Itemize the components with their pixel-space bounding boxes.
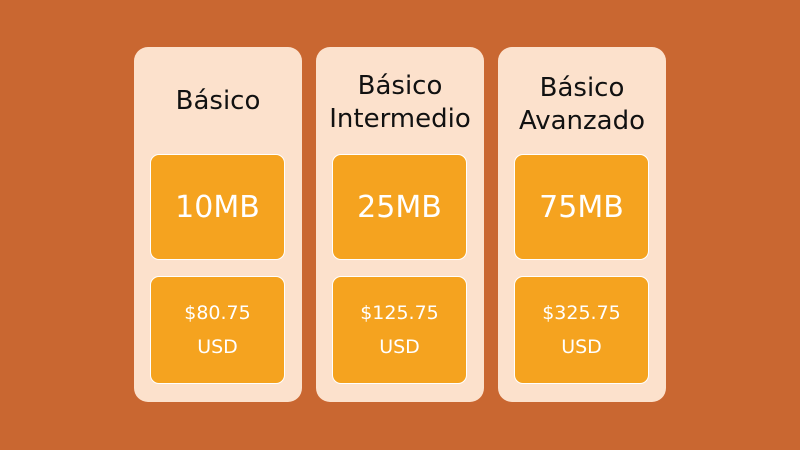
plan-currency: USD [379, 336, 420, 358]
plan-title: Básico Intermedio [316, 49, 484, 157]
plan-price-box: $325.75 USD [514, 276, 649, 384]
plan-size: 10MB [175, 189, 260, 225]
plan-size-box: 75MB [514, 154, 649, 260]
plan-size-box: 10MB [150, 154, 285, 260]
plan-card-intermedio: Básico Intermedio 25MB $125.75 USD [316, 47, 484, 402]
plan-currency: USD [197, 336, 238, 358]
plan-card-avanzado: Básico Avanzado 75MB $325.75 USD [498, 47, 666, 402]
plan-currency: USD [561, 336, 602, 358]
plan-size-box: 25MB [332, 154, 467, 260]
plan-price: $325.75 [542, 302, 621, 324]
plan-price-box: $125.75 USD [332, 276, 467, 384]
plan-card-basico: Básico 10MB $80.75 USD [134, 47, 302, 402]
plan-name-line: Básico [357, 71, 443, 101]
plan-name-line: Intermedio [329, 104, 471, 134]
plan-name-line: Básico [539, 73, 625, 103]
plan-title: Básico Avanzado [498, 51, 666, 159]
plan-name-line: Avanzado [518, 106, 646, 136]
plan-name: Básico [175, 85, 261, 116]
plan-price: $125.75 [360, 302, 439, 324]
plan-size: 25MB [357, 189, 442, 225]
plan-price-box: $80.75 USD [150, 276, 285, 384]
plan-title: Básico [134, 47, 302, 155]
plan-price: $80.75 [184, 302, 251, 324]
plan-size: 75MB [539, 189, 624, 225]
